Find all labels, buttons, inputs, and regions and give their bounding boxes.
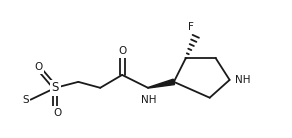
- Text: O: O: [118, 46, 126, 56]
- Text: S: S: [52, 81, 59, 94]
- Text: S: S: [22, 95, 29, 105]
- Text: O: O: [53, 108, 62, 118]
- Text: O: O: [34, 62, 43, 72]
- Text: F: F: [188, 22, 194, 32]
- Text: NH: NH: [234, 75, 250, 85]
- Text: NH: NH: [141, 95, 157, 105]
- Polygon shape: [148, 79, 175, 88]
